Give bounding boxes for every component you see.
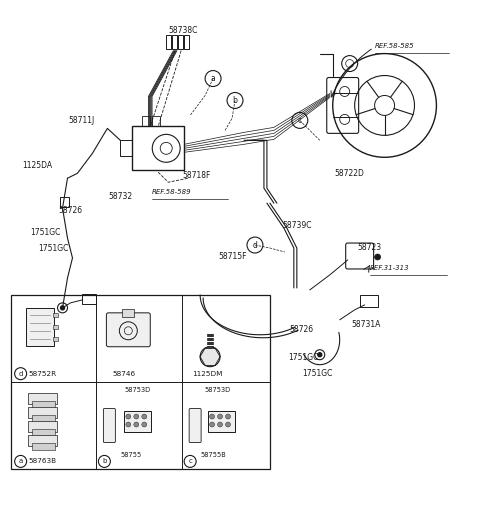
FancyBboxPatch shape (33, 415, 55, 422)
FancyBboxPatch shape (103, 409, 115, 442)
Bar (52, 337, 58, 341)
Circle shape (226, 422, 230, 427)
FancyBboxPatch shape (124, 411, 151, 432)
FancyBboxPatch shape (28, 421, 57, 432)
Circle shape (210, 422, 215, 427)
Text: 1125DA: 1125DA (23, 161, 53, 170)
Text: 1751GC: 1751GC (31, 228, 61, 236)
Bar (83, 294, 96, 304)
FancyBboxPatch shape (28, 407, 57, 418)
Text: REF.31-313: REF.31-313 (370, 265, 409, 271)
Circle shape (318, 353, 322, 357)
Text: 58711J: 58711J (69, 116, 95, 125)
Bar (132, 126, 184, 170)
Text: 58732: 58732 (108, 191, 132, 201)
Text: d: d (18, 370, 23, 377)
Bar (120, 140, 132, 156)
Text: 58715F: 58715F (218, 251, 247, 261)
FancyBboxPatch shape (33, 429, 55, 436)
Text: a: a (19, 458, 23, 464)
Text: b: b (233, 96, 238, 105)
FancyBboxPatch shape (28, 435, 57, 446)
Circle shape (126, 422, 131, 427)
Bar (142, 117, 150, 126)
Circle shape (217, 414, 223, 419)
Text: 1751GC: 1751GC (288, 353, 318, 362)
Text: 58755B: 58755B (200, 453, 226, 458)
Circle shape (374, 254, 381, 260)
Text: 58726: 58726 (59, 206, 83, 215)
Text: 58753D: 58753D (124, 386, 150, 393)
Text: 1125DM: 1125DM (192, 370, 223, 377)
Text: 58763B: 58763B (29, 458, 57, 464)
Text: 58753D: 58753D (204, 386, 230, 393)
Circle shape (142, 422, 147, 427)
Text: d: d (252, 240, 257, 250)
Text: 58752R: 58752R (29, 370, 57, 377)
Bar (52, 313, 58, 317)
Circle shape (315, 350, 325, 360)
Circle shape (60, 306, 64, 310)
FancyBboxPatch shape (28, 393, 57, 404)
Circle shape (58, 303, 68, 313)
Bar (122, 309, 134, 317)
Bar (152, 117, 160, 126)
Text: 58755: 58755 (120, 453, 142, 458)
Text: 58739C: 58739C (282, 221, 312, 230)
Bar (207, 333, 213, 347)
Bar (172, 35, 177, 49)
Bar (60, 197, 70, 207)
Text: 58731A: 58731A (352, 320, 381, 329)
Text: 58722D: 58722D (335, 169, 365, 178)
Text: c: c (188, 458, 192, 464)
Circle shape (226, 414, 230, 419)
Text: REF.58-585: REF.58-585 (374, 43, 414, 49)
Circle shape (134, 422, 139, 427)
Circle shape (134, 414, 139, 419)
Circle shape (200, 347, 220, 367)
FancyBboxPatch shape (207, 411, 235, 432)
Text: 58718F: 58718F (182, 171, 211, 180)
Circle shape (142, 414, 147, 419)
Bar (52, 325, 58, 329)
Text: 58726: 58726 (290, 325, 314, 334)
Text: 1751GC: 1751GC (38, 244, 69, 252)
Bar (360, 295, 378, 307)
Circle shape (217, 422, 223, 427)
Bar (11, 295, 270, 470)
FancyBboxPatch shape (189, 409, 201, 442)
Circle shape (126, 414, 131, 419)
Text: 58723: 58723 (358, 243, 382, 251)
Text: b: b (102, 458, 107, 464)
FancyBboxPatch shape (107, 313, 150, 347)
Bar (178, 35, 183, 49)
FancyBboxPatch shape (33, 443, 55, 449)
Bar (184, 35, 189, 49)
FancyBboxPatch shape (25, 308, 54, 346)
Text: c: c (298, 116, 302, 125)
Text: REF.58-589: REF.58-589 (152, 189, 192, 195)
Text: 58746: 58746 (112, 370, 135, 377)
Circle shape (210, 414, 215, 419)
Text: a: a (211, 74, 216, 83)
Text: 58738C: 58738C (168, 26, 198, 35)
FancyBboxPatch shape (33, 401, 55, 408)
Bar (166, 35, 171, 49)
Text: 1751GC: 1751GC (302, 369, 332, 378)
